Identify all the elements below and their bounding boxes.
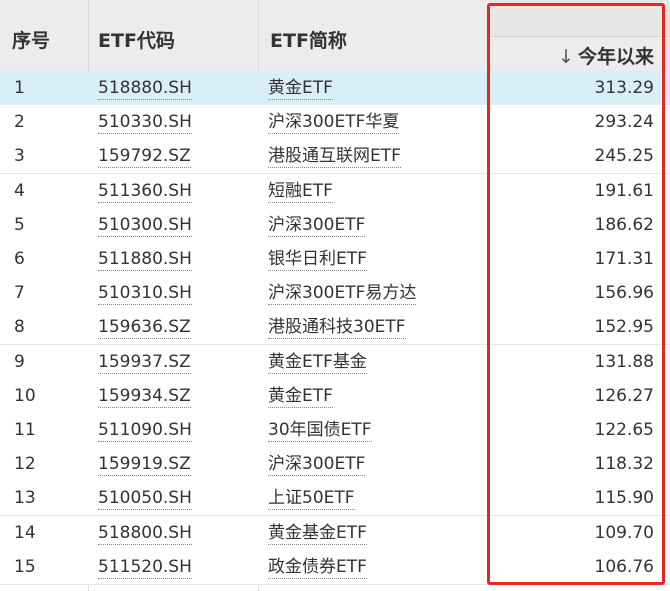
row-name-link[interactable]: 港股通科技30ETF [268,317,406,340]
row-seq: 3 [14,146,25,167]
row-seq: 13 [14,488,36,509]
row-seq: 15 [14,556,36,577]
row-name-link[interactable]: 黄金基金ETF [268,522,367,545]
row-ytd-value: 115.90 [594,488,654,509]
row-ytd-value: 171.31 [594,249,654,269]
row-seq: 11 [14,420,36,440]
row-seq: 5 [14,214,25,235]
table-row[interactable]: 4 511360.SH 短融ETF 191.61 [0,173,670,209]
row-ytd-value: 293.24 [594,112,654,133]
row-code-link[interactable]: 159919.SZ [98,454,191,477]
row-ytd-value: 152.95 [594,317,654,338]
row-seq: 2 [14,112,25,133]
row-name-link[interactable]: 30年国债ETF [268,420,372,442]
row-name-link[interactable]: 短融ETF [268,180,333,203]
table-row[interactable]: 12 159919.SZ 沪深300ETF 118.32 [0,447,670,483]
row-name-link[interactable]: 沪深300ETF华夏 [268,112,400,135]
row-ytd-value: 106.76 [594,556,654,577]
row-ytd-value: 186.62 [594,214,654,235]
row-name-link[interactable]: 沪深300ETF [268,454,366,477]
table-row[interactable]: 6 511880.SH 银华日利ETF 171.31 [0,242,670,277]
table-row[interactable]: 2 510330.SH 沪深300ETF华夏 293.24 [0,105,670,141]
row-seq: 4 [14,180,25,201]
column-header-ytd-label: 今年以来 [577,46,654,68]
row-seq: 1 [14,78,25,98]
row-code-link[interactable]: 511880.SH [98,249,192,271]
row-ytd-value: 245.25 [594,146,654,167]
row-code-link[interactable]: 511520.SH [98,556,192,579]
row-ytd-value: 126.27 [594,385,654,406]
row-ytd-value: 109.70 [594,522,654,543]
row-code-link[interactable]: 518800.SH [98,522,192,545]
row-seq: 6 [14,249,25,269]
row-code-link[interactable]: 159937.SZ [98,351,191,374]
row-code-link[interactable]: 159792.SZ [98,146,191,169]
row-ytd-value: 313.29 [594,78,654,98]
row-name-link[interactable]: 银华日利ETF [268,249,367,271]
row-ytd-value: 131.88 [594,351,654,372]
row-name-link[interactable]: 政金债券ETF [268,556,367,579]
row-seq: 12 [14,454,36,475]
row-code-link[interactable]: 510300.SH [98,214,192,237]
row-ytd-value: 191.61 [594,180,654,201]
table-row[interactable]: 13 510050.SH 上证50ETF 115.90 [0,481,670,517]
table-row[interactable]: 7 510310.SH 沪深300ETF易方达 156.96 [0,276,670,312]
table-header: 序号 ETF代码 ETF简称 ↓ 今年以来 [0,0,670,72]
row-code-link[interactable]: 510310.SH [98,283,192,306]
table-row[interactable]: 8 159636.SZ 港股通科技30ETF 152.95 [0,310,670,346]
row-code-link[interactable]: 518880.SH [98,78,192,100]
row-ytd-value: 118.32 [594,454,654,475]
row-seq: 8 [14,317,25,338]
column-header-seq: 序号 [12,30,51,52]
row-code-link[interactable]: 159636.SZ [98,317,191,340]
table-row[interactable]: 9 159937.SZ 黄金ETF基金 131.88 [0,344,670,380]
row-code-link[interactable]: 511360.SH [98,180,192,203]
row-code-link[interactable]: 511090.SH [98,420,192,442]
sort-descending-icon: ↓ [558,46,574,68]
row-ytd-value: 156.96 [594,283,654,304]
row-name-link[interactable]: 沪深300ETF易方达 [268,283,417,306]
row-name-link[interactable]: 上证50ETF [268,488,355,511]
row-name-link[interactable]: 黄金ETF [268,385,333,408]
ytd-header-band [490,0,670,37]
row-code-link[interactable]: 510050.SH [98,488,192,511]
row-code-link[interactable]: 510330.SH [98,112,192,135]
row-name-link[interactable]: 沪深300ETF [268,214,366,237]
table-row[interactable]: 1 518880.SH 黄金ETF 313.29 [0,71,670,106]
table-row[interactable]: 14 518800.SH 黄金基金ETF 109.70 [0,515,670,551]
table-row[interactable]: 15 511520.SH 政金债券ETF 106.76 [0,549,670,585]
table-row[interactable]: 3 159792.SZ 港股通互联网ETF 245.25 [0,139,670,175]
row-name-link[interactable]: 黄金ETF [268,78,333,100]
row-seq: 7 [14,283,25,304]
table-row[interactable]: 10 159934.SZ 黄金ETF 126.27 [0,378,670,414]
table-row[interactable]: 5 510300.SH 沪深300ETF 186.62 [0,207,670,243]
column-header-ytd[interactable]: ↓ 今年以来 [558,42,654,69]
row-seq: 14 [14,522,36,543]
row-code-link[interactable]: 159934.SZ [98,385,191,408]
column-header-code[interactable]: ETF代码 [98,30,175,52]
row-name-link[interactable]: 港股通互联网ETF [268,146,401,169]
row-ytd-value: 122.65 [594,420,654,440]
row-seq: 10 [14,385,36,406]
column-header-name[interactable]: ETF简称 [270,30,347,52]
table-row[interactable]: 11 511090.SH 30年国债ETF 122.65 [0,413,670,448]
row-name-link[interactable]: 黄金ETF基金 [268,351,367,374]
row-seq: 9 [14,351,25,372]
